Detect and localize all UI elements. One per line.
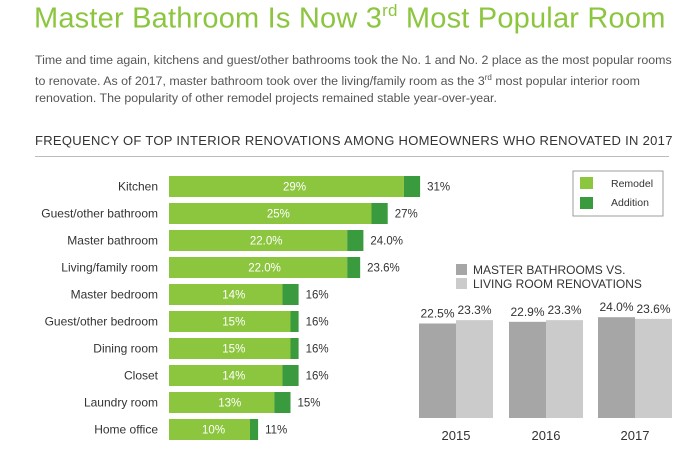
column-living-room — [546, 320, 583, 418]
page-title: Master Bathroom Is Now 3rd Most Popular … — [34, 1, 666, 35]
bar-value-label: 22.0% — [248, 263, 281, 275]
bar-total-label: 16% — [306, 317, 329, 329]
bar-addition — [371, 203, 388, 224]
bar-remodel — [169, 311, 291, 332]
bar-value-label: 25% — [267, 209, 290, 221]
bar-addition — [282, 284, 299, 305]
category-label: Master bedroom — [71, 288, 158, 302]
column-living-room — [456, 320, 493, 418]
column-legend-line: MASTER BATHROOMS VS. — [473, 263, 625, 277]
bar-remodel — [169, 419, 250, 440]
column-value-label: 22.9% — [510, 305, 544, 319]
category-label: Closet — [124, 369, 159, 383]
category-label: Dining room — [93, 342, 158, 356]
bar-addition — [290, 338, 299, 359]
category-label: Living/family room — [61, 261, 158, 275]
bar-addition — [282, 365, 299, 386]
column-master-bathroom — [598, 317, 635, 418]
bar-value-label: 10% — [202, 425, 225, 437]
bar-value-label: 15% — [222, 344, 245, 356]
column-master-bathroom — [419, 323, 456, 418]
bar-total-label: 11% — [265, 425, 287, 437]
legend-label-remodel: Remodel — [611, 178, 653, 190]
bar-total-label: 16% — [306, 344, 329, 356]
year-label: 2016 — [532, 428, 561, 443]
bar-remodel — [169, 338, 291, 359]
bar-remodel — [169, 284, 283, 305]
bar-addition — [250, 419, 259, 440]
column-value-label: 24.0% — [599, 300, 633, 314]
bar-remodel — [169, 257, 348, 278]
bar-total-label: 27% — [395, 209, 418, 221]
bar-total-label: 15% — [298, 398, 321, 410]
intro-paragraph: Time and time again, kitchens and guest/… — [35, 53, 672, 106]
divider — [35, 156, 669, 157]
column-legend-swatch-light — [456, 278, 467, 289]
bar-total-label: 16% — [306, 371, 329, 383]
legend-swatch-remodel — [580, 177, 593, 189]
bar-value-label: 15% — [222, 317, 245, 329]
category-label: Master bathroom — [67, 234, 158, 248]
bar-addition — [290, 311, 299, 332]
bar-total-label: 16% — [306, 290, 329, 302]
bar-total-label: 31% — [427, 182, 450, 194]
category-label: Laundry room — [84, 396, 158, 410]
bar-addition — [347, 230, 364, 251]
bar-total-label: 24.0% — [370, 236, 403, 248]
bar-addition — [403, 176, 421, 197]
bar-value-label: 22.0% — [250, 236, 283, 248]
column-legend-swatch-dark — [456, 264, 467, 275]
bar-addition — [347, 257, 361, 278]
column-living-room — [635, 318, 672, 418]
category-label: Kitchen — [118, 180, 158, 194]
legend-label-addition: Addition — [611, 197, 649, 209]
column-value-label: 23.6% — [636, 302, 670, 316]
column-legend-line: LIVING ROOM RENOVATIONS — [473, 277, 642, 291]
column-master-bathroom — [509, 321, 546, 418]
category-label: Guest/other bedroom — [45, 315, 158, 329]
bar-addition — [274, 392, 291, 413]
category-label: Guest/other bathroom — [41, 207, 158, 221]
bar-value-label: 13% — [218, 398, 241, 410]
column-value-label: 22.5% — [420, 307, 454, 321]
bar-remodel — [169, 176, 404, 197]
category-label: Home office — [94, 423, 158, 437]
bar-total-label: 23.6% — [367, 263, 400, 275]
column-value-label: 23.3% — [457, 303, 491, 317]
bar-remodel — [169, 203, 372, 224]
legend-swatch-addition — [580, 197, 593, 209]
bar-remodel — [169, 365, 283, 386]
bar-remodel — [169, 392, 275, 413]
chart-title: FREQUENCY OF TOP INTERIOR RENOVATIONS AM… — [35, 133, 673, 148]
bar-remodel — [169, 230, 348, 251]
bar-value-label: 29% — [283, 182, 306, 194]
bar-value-label: 14% — [222, 371, 245, 383]
column-value-label: 23.3% — [547, 303, 581, 317]
bar-value-label: 14% — [222, 290, 245, 302]
year-label: 2017 — [621, 428, 650, 443]
year-label: 2015 — [442, 428, 471, 443]
